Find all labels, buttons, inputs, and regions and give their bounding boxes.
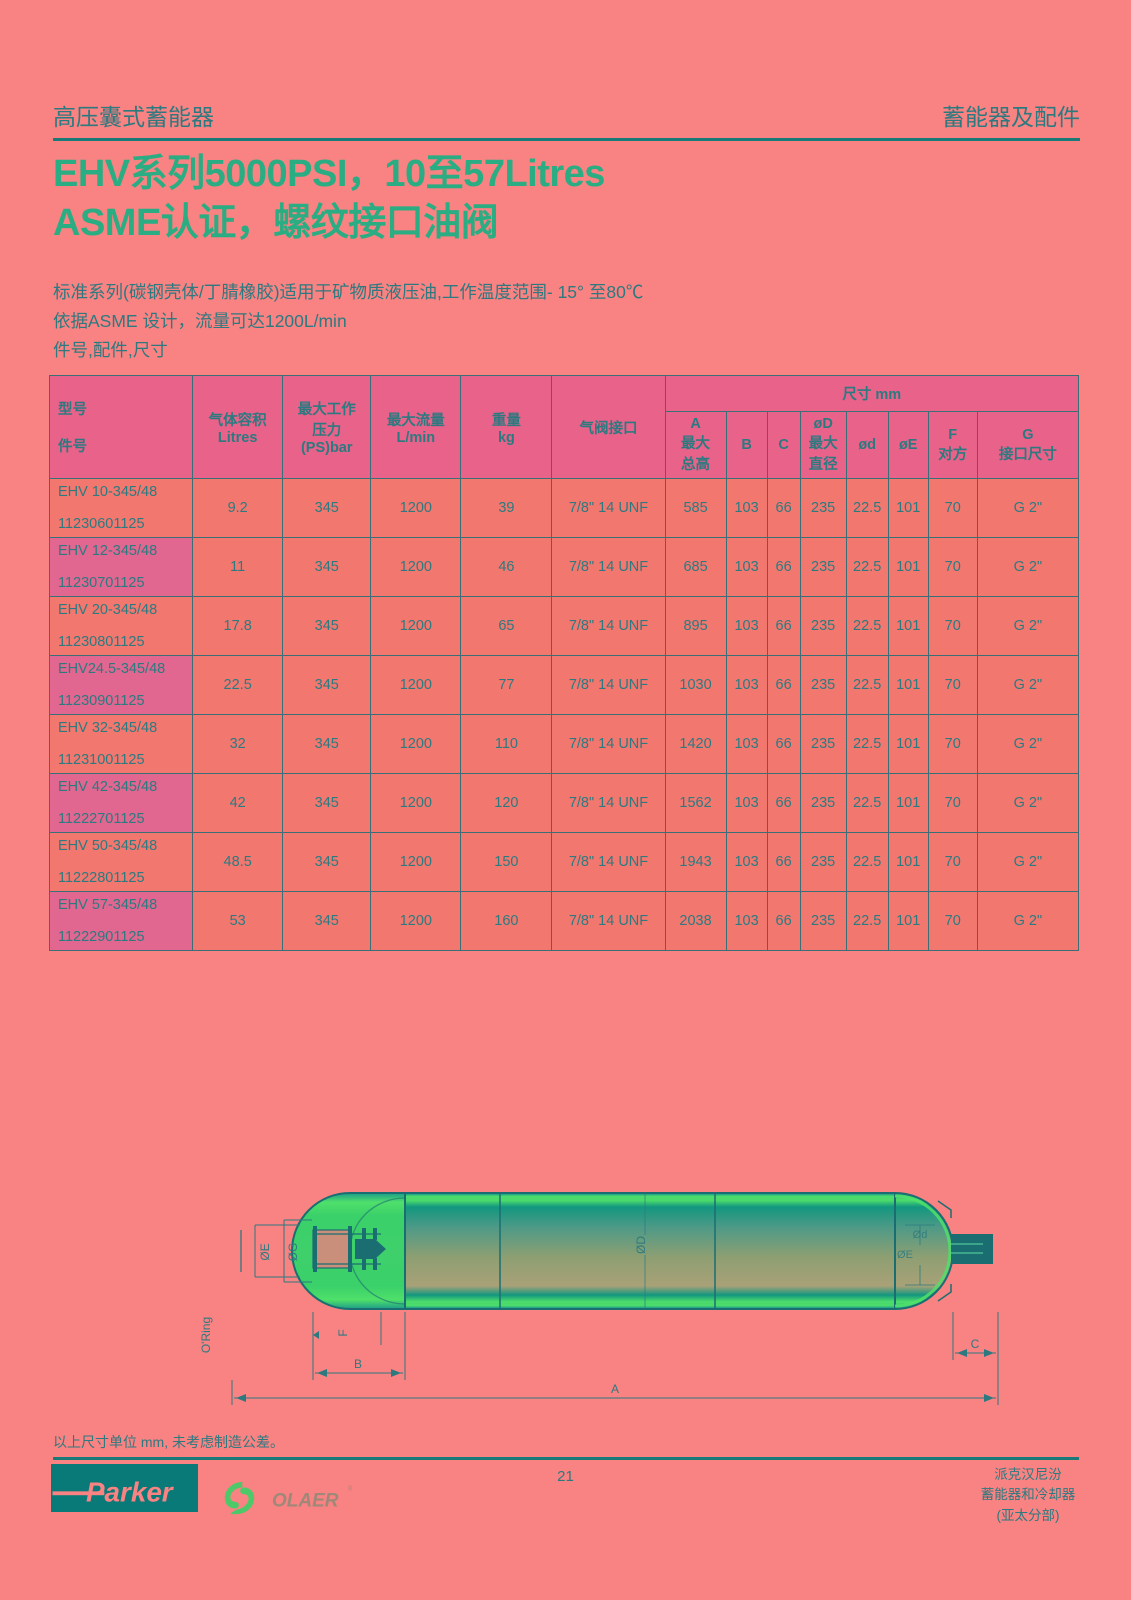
svg-text:ØD: ØD xyxy=(634,1236,648,1254)
svg-text:O'Ring: O'Ring xyxy=(199,1317,213,1353)
svg-text:OLAER: OLAER xyxy=(272,1491,339,1512)
svg-text:C: C xyxy=(971,1337,980,1351)
svg-text:ØE: ØE xyxy=(897,1249,913,1261)
svg-text:F: F xyxy=(336,1329,350,1336)
svg-text:B: B xyxy=(354,1357,362,1371)
svg-text:ØG: ØG xyxy=(286,1243,300,1262)
svg-text:Ød: Ød xyxy=(913,1229,928,1241)
svg-text:A: A xyxy=(611,1382,619,1396)
svg-text:®: ® xyxy=(348,1485,352,1493)
svg-text:ØE: ØE xyxy=(258,1243,272,1260)
